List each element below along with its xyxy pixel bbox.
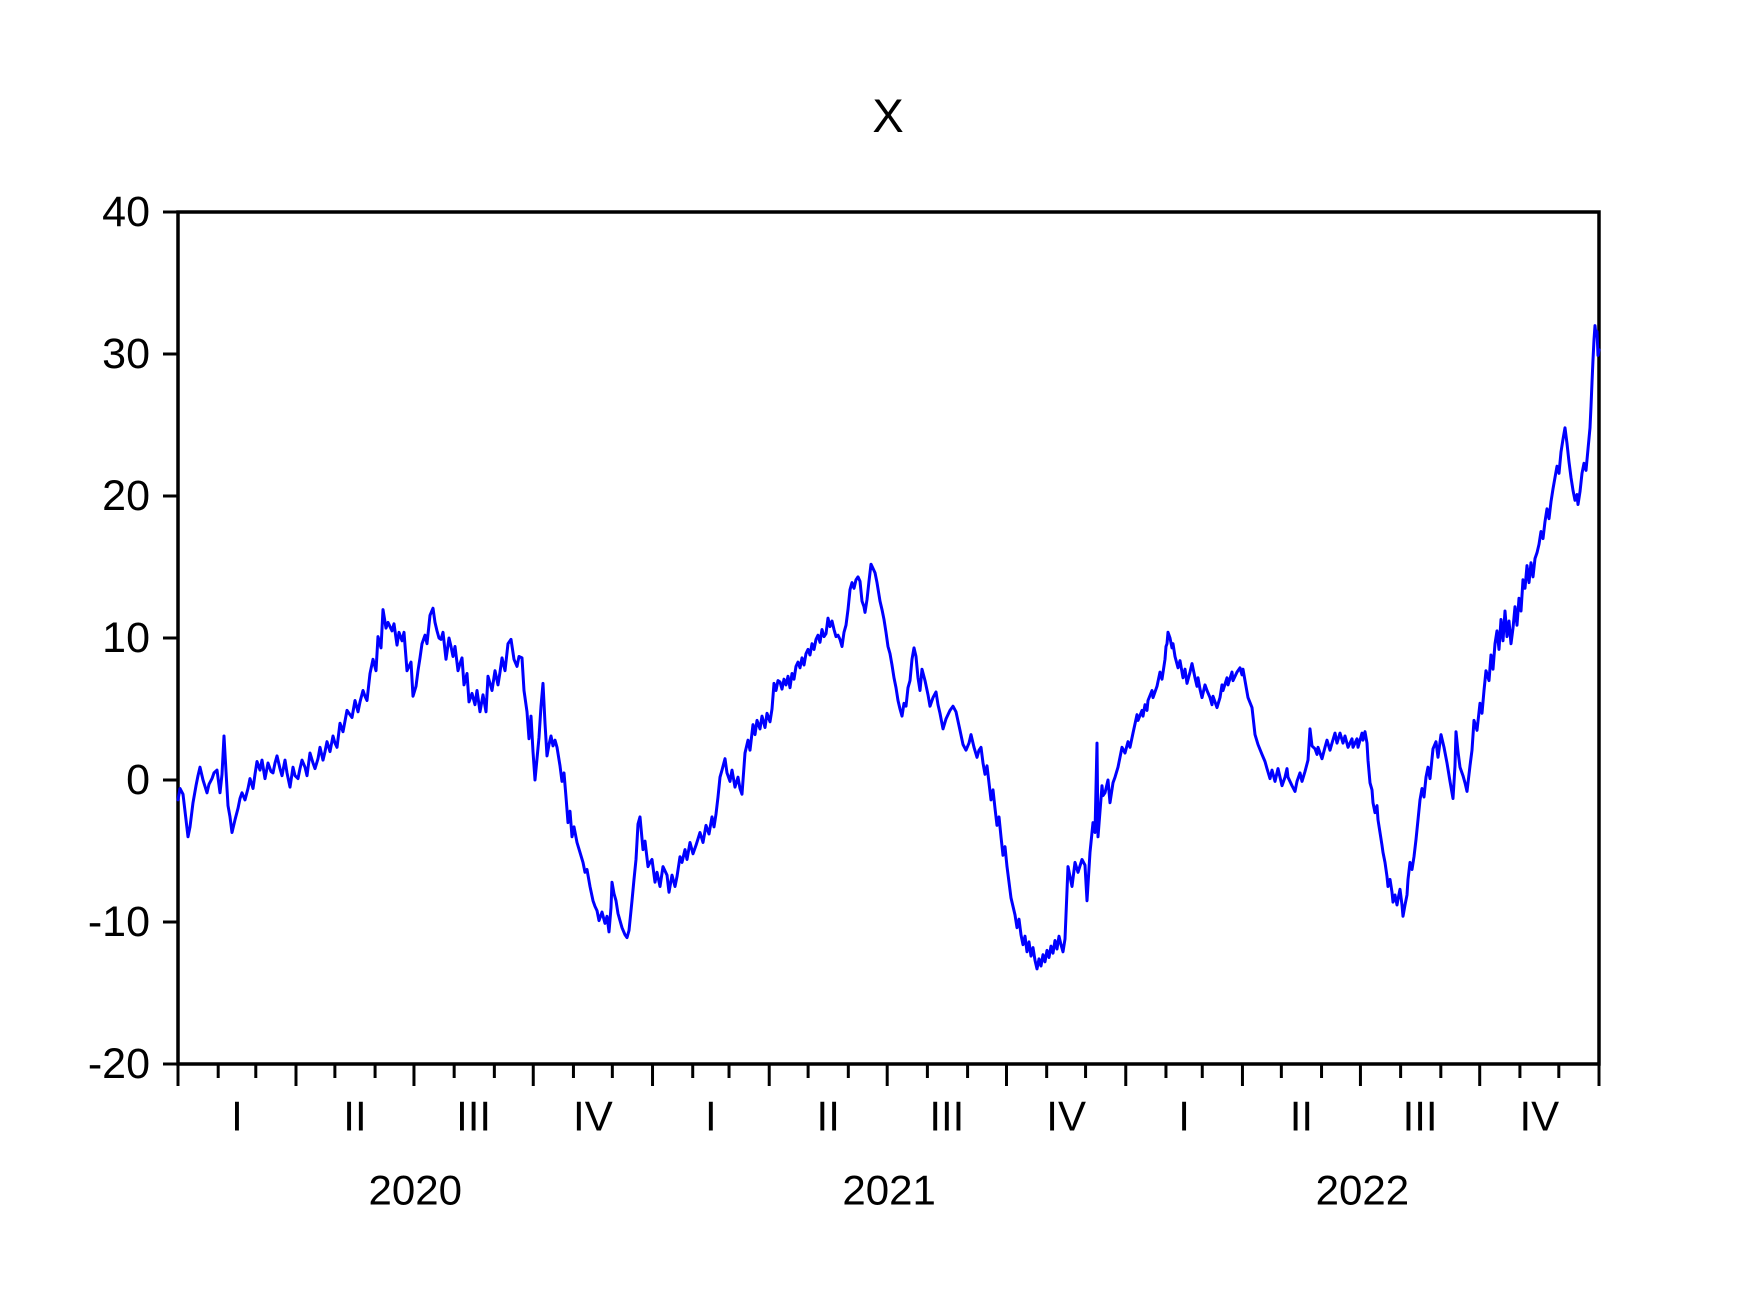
quarter-label: I	[231, 1093, 243, 1140]
quarter-label: II	[817, 1093, 840, 1140]
quarter-label: III	[1403, 1093, 1438, 1140]
quarter-label: I	[1178, 1093, 1190, 1140]
y-tick-label: -10	[88, 898, 150, 946]
y-tick-label: 30	[102, 330, 150, 378]
quarter-label: IV	[1520, 1093, 1560, 1140]
y-tick-label: -20	[88, 1040, 150, 1088]
quarter-label: IV	[1046, 1093, 1086, 1140]
y-tick-label: 0	[126, 756, 150, 804]
y-tick-label: 10	[102, 614, 150, 662]
quarter-label: III	[929, 1093, 964, 1140]
quarter-label: IV	[573, 1093, 613, 1140]
y-tick-label: 20	[102, 472, 150, 520]
quarter-label: I	[705, 1093, 717, 1140]
quarter-label: II	[343, 1093, 366, 1140]
year-label: 2020	[369, 1167, 462, 1214]
chart-title: X	[872, 89, 903, 142]
quarter-label: III	[456, 1093, 491, 1140]
plot-border	[176, 210, 1601, 1066]
year-label: 2021	[842, 1167, 935, 1214]
y-axis: 40 30 20 10 0 -10 -20	[88, 188, 178, 1088]
quarter-label: II	[1290, 1093, 1313, 1140]
series-line	[176, 324, 1601, 971]
year-label: 2022	[1316, 1167, 1409, 1214]
y-tick-label: 40	[102, 188, 150, 236]
